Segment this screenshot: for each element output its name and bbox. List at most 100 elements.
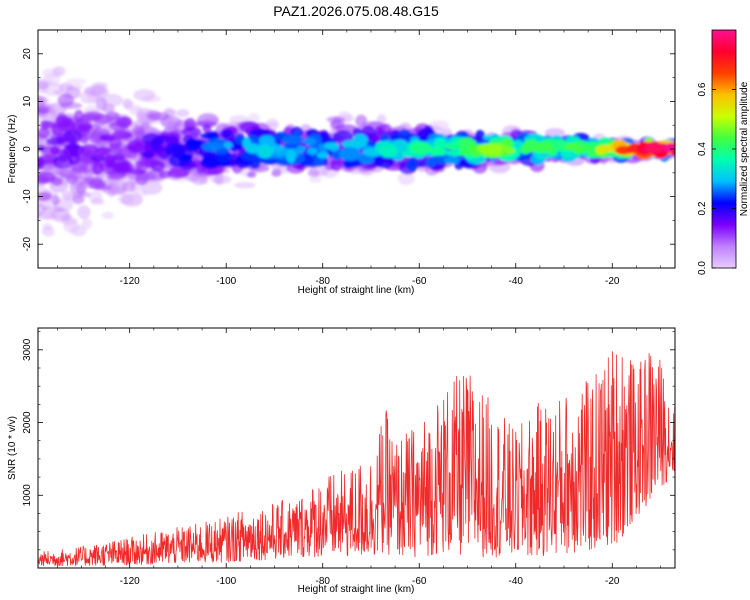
spectral-cell bbox=[544, 127, 566, 138]
spectral-cell bbox=[88, 179, 106, 190]
spectral-cell bbox=[66, 174, 78, 185]
spectral-cell bbox=[70, 225, 87, 237]
spectral-cell bbox=[355, 114, 368, 128]
spectral-cell bbox=[134, 160, 145, 168]
spectral-cell bbox=[429, 145, 445, 156]
spectral-cell bbox=[317, 151, 329, 159]
spectral-cell bbox=[120, 193, 143, 207]
spectral-cell bbox=[341, 140, 362, 148]
snr-frame bbox=[37, 327, 676, 569]
spectral-cell bbox=[81, 143, 99, 157]
colorbar-ticks: 0.0 0.2 0.4 0.6 bbox=[697, 82, 736, 275]
spectral-cell bbox=[643, 141, 664, 154]
spectral-cell bbox=[73, 109, 84, 123]
spectral-cell bbox=[112, 162, 132, 173]
spectral-cell bbox=[309, 176, 322, 183]
colorbar-tick-label: 0.0 bbox=[697, 261, 708, 275]
spectral-cell bbox=[281, 135, 304, 145]
spectral-cell bbox=[81, 218, 93, 230]
spectral-cell bbox=[99, 133, 114, 142]
spectral-cell bbox=[92, 161, 104, 175]
spectral-cell bbox=[151, 137, 161, 152]
spectral-cell bbox=[41, 120, 55, 129]
spectral-cell bbox=[90, 154, 106, 162]
y-tick-label: 20 bbox=[22, 48, 33, 60]
x-tick-label: -40 bbox=[509, 276, 524, 287]
spectral-cell bbox=[258, 135, 275, 147]
spectral-cell bbox=[50, 146, 61, 156]
spectrogram-heatmap bbox=[38, 66, 675, 237]
snr-y-ticks: 1000 2000 3000 bbox=[22, 331, 675, 569]
spectral-cell bbox=[271, 169, 282, 177]
spectral-cell bbox=[90, 198, 105, 205]
spectral-cell bbox=[38, 127, 50, 139]
spectral-cell bbox=[286, 149, 296, 164]
spectral-cell bbox=[95, 146, 111, 156]
y-tick-label: 1000 bbox=[22, 484, 33, 507]
spectral-cell bbox=[80, 114, 101, 122]
spectral-cell bbox=[88, 131, 106, 144]
spectral-cell bbox=[101, 211, 114, 220]
spectral-cell bbox=[111, 130, 133, 140]
spectral-cell bbox=[397, 172, 415, 186]
spectral-cell bbox=[66, 78, 87, 85]
spectral-cell bbox=[177, 109, 190, 118]
spectral-cell bbox=[333, 130, 353, 143]
snr-panel: -120 -100 -80 -60 -40 -20 1000 2000 3000 Height… bbox=[7, 327, 676, 595]
spectral-cell bbox=[443, 156, 460, 164]
snr-x-axis-label: Height of straight line (km) bbox=[298, 584, 415, 595]
spectral-cell bbox=[150, 160, 165, 172]
spectral-cell bbox=[406, 158, 419, 172]
x-tick-label: -100 bbox=[216, 276, 236, 287]
x-tick-label: -40 bbox=[509, 576, 524, 587]
x-tick-label: -60 bbox=[412, 276, 427, 287]
spectral-cell bbox=[234, 182, 256, 189]
spectral-cell bbox=[257, 144, 273, 159]
spectral-cell bbox=[95, 97, 108, 111]
spectral-cell bbox=[167, 167, 189, 179]
spectral-cell bbox=[331, 149, 342, 161]
spectral-cell bbox=[201, 142, 223, 152]
spectral-cell bbox=[492, 143, 502, 156]
spectral-cell bbox=[63, 129, 83, 144]
spectral-cell bbox=[533, 141, 554, 153]
y-tick-label: 0 bbox=[22, 146, 33, 152]
spectral-cell bbox=[426, 158, 437, 167]
spectral-cell bbox=[555, 140, 570, 152]
spectrogram-x-ticks: -120 -100 -80 -60 -40 -20 bbox=[57, 30, 661, 287]
spectral-cell bbox=[181, 126, 202, 139]
x-tick-label: -120 bbox=[120, 576, 140, 587]
snr-x-ticks: -120 -100 -80 -60 -40 -20 bbox=[57, 328, 661, 587]
spectral-cell bbox=[42, 206, 65, 213]
spectral-cell bbox=[61, 118, 76, 133]
x-tick-label: -20 bbox=[605, 276, 620, 287]
x-tick-label: -100 bbox=[216, 576, 236, 587]
spectral-cell bbox=[303, 137, 317, 146]
spectral-cell bbox=[61, 190, 76, 201]
spectral-cell bbox=[397, 129, 411, 140]
spectral-cell bbox=[41, 226, 55, 237]
spectral-cell bbox=[663, 142, 675, 153]
spectral-cell bbox=[113, 153, 125, 161]
spectral-cell bbox=[202, 124, 212, 133]
colorbar-tick-label: 0.2 bbox=[697, 201, 708, 215]
spectral-cell bbox=[140, 180, 163, 195]
spectrogram-y-axis-label: Frequency (Hz) bbox=[7, 115, 18, 184]
spectral-cell bbox=[179, 153, 193, 161]
spectral-cell bbox=[38, 202, 47, 217]
y-tick-label: -10 bbox=[22, 189, 33, 204]
spectral-cell bbox=[200, 132, 219, 140]
x-tick-label: -80 bbox=[315, 576, 330, 587]
spectral-cell bbox=[324, 142, 339, 150]
spectral-cell bbox=[186, 139, 203, 147]
spectral-cell bbox=[128, 168, 146, 175]
snr-series-line bbox=[38, 351, 675, 567]
spectral-cell bbox=[38, 80, 50, 90]
spectral-cell bbox=[38, 144, 46, 152]
spectral-cell bbox=[246, 171, 257, 178]
spectral-cell bbox=[104, 154, 116, 169]
spectral-cell bbox=[142, 151, 155, 159]
spectral-cell bbox=[38, 106, 49, 114]
spectral-cell bbox=[77, 123, 93, 132]
